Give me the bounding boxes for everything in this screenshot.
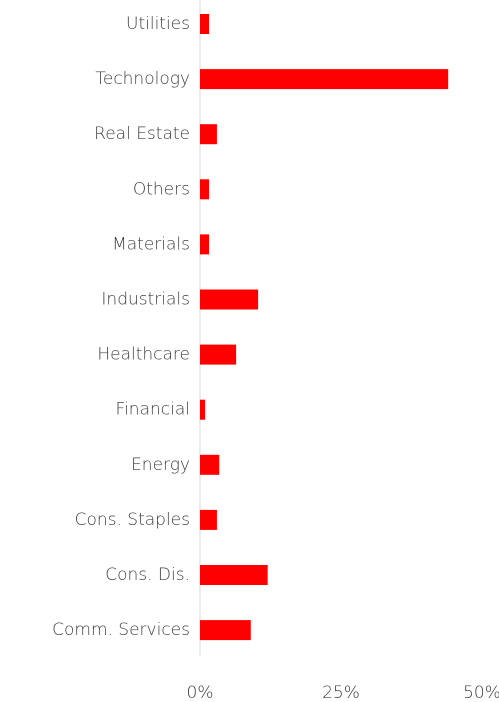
x-tick-label: 0%: [187, 683, 214, 702]
bar: [200, 124, 217, 145]
y-tick-label: Others: [133, 179, 190, 199]
y-tick-label: Comm. Services: [52, 620, 190, 640]
bar: [200, 14, 210, 34]
bar: [200, 509, 217, 530]
bar: [200, 565, 268, 585]
y-tick-label: Technology: [95, 69, 190, 89]
bar: [200, 454, 220, 475]
bar: [200, 344, 237, 365]
y-tick-label: Materials: [112, 234, 190, 254]
bar: [200, 179, 210, 200]
bar: [200, 289, 259, 310]
y-tick-label: Energy: [131, 455, 190, 475]
y-tick-label: Healthcare: [97, 345, 190, 365]
y-tick-label: Cons. Staples: [75, 510, 190, 530]
y-tick-label: Financial: [116, 400, 190, 420]
x-tick-label: 25%: [322, 683, 360, 702]
bar: [200, 399, 206, 420]
bar: [200, 69, 449, 90]
x-tick-label: 50%: [463, 683, 499, 702]
bar: [200, 620, 251, 641]
bar: [200, 234, 210, 255]
y-tick-label: Cons. Dis.: [105, 565, 190, 585]
y-tick-label: Real Estate: [94, 124, 190, 144]
y-tick-label: Industrials: [101, 290, 190, 310]
y-tick-label: Utilities: [126, 14, 190, 34]
